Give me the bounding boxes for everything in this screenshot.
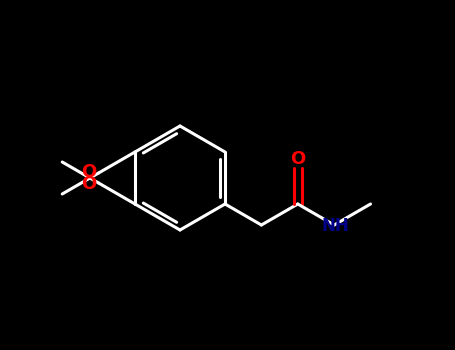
Text: O: O: [81, 175, 96, 193]
Text: O: O: [290, 150, 305, 168]
Text: O: O: [81, 163, 96, 181]
Text: NH: NH: [321, 217, 349, 235]
